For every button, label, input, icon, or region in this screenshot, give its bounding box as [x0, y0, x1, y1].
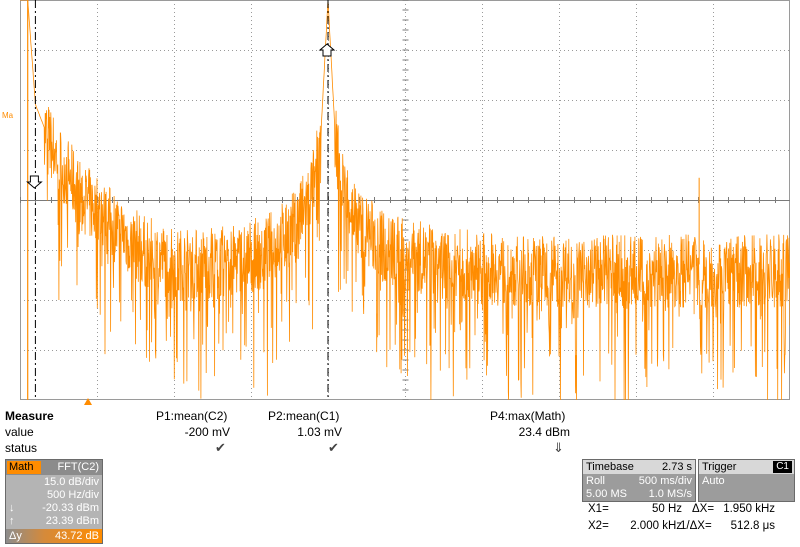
cursor-x2-label: X2= [588, 520, 609, 532]
cursor-x1-down-arrow-icon [26, 175, 43, 189]
trigger-header [699, 460, 794, 474]
timebase-per-div: 500 ms/div [638, 475, 692, 487]
timebase-samples: 5.00 MS [586, 488, 627, 500]
delta-y-value: 43.72 dB [54, 530, 99, 542]
delta-y-label: Δy [9, 530, 22, 542]
measure-p4-status-arrow-icon: ⇓ [553, 440, 564, 455]
timebase-sample-rate: 1.0 MS/s [648, 488, 692, 500]
measure-p2-header[interactable]: P2:mean(C1) [268, 409, 340, 423]
measure-row-value-label: value [5, 425, 34, 439]
cursor-x2-value: 2.000 kHz [630, 520, 682, 532]
timebase-duration: 2.73 s [662, 461, 692, 473]
cursor-dx-label: ΔX= [692, 503, 715, 515]
trigger-label: Trigger [702, 461, 737, 473]
math-channel-marker[interactable]: Ma [2, 111, 14, 120]
cursor-x1-value: 50 Hz [651, 503, 682, 515]
math-descriptor-panel[interactable]: Math FFT(C2) 15.0 dB/div 500 Hz/div ↓ -2… [5, 459, 103, 544]
measure-p1-status-check-icon: ✔ [215, 440, 226, 455]
measure-row-status-label: status [5, 441, 38, 455]
trigger-position-marker[interactable] [84, 398, 92, 405]
math-vertical-scale: 15.0 dB/div [43, 476, 99, 488]
trigger-panel[interactable]: Trigger C1 Auto [698, 459, 795, 502]
cursor-x1-label: X1= [588, 503, 609, 515]
waveform-grid [20, 0, 790, 400]
measure-p2-status-check-icon: ✔ [328, 440, 339, 455]
cursor-dx-value: 1.950 kHz [723, 503, 775, 515]
timebase-panel[interactable]: Timebase 2.73 s Roll 500 ms/div 5.00 MS … [582, 459, 696, 502]
measure-title[interactable]: Measure [5, 409, 54, 423]
trigger-channel-badge: C1 [773, 461, 792, 473]
cursor-inv-dx-label: 1/ΔX= [680, 520, 712, 532]
trigger-mode: Auto [702, 475, 725, 487]
timebase-header [583, 460, 695, 474]
cursor-y1-value: -20.33 dBm [42, 502, 99, 514]
timebase-mode: Roll [586, 475, 605, 487]
measure-p1-header[interactable]: P1:mean(C2) [156, 409, 228, 423]
math-source: FFT(C2) [57, 461, 99, 473]
cursor-down-arrow-icon: ↓ [9, 502, 15, 514]
cursor-inv-dx-value: 512.8 μs [730, 520, 775, 532]
measure-p4-header[interactable]: P4:max(Math) [490, 409, 566, 423]
fft-trace [20, 0, 790, 400]
math-horizontal-scale: 500 Hz/div [47, 489, 99, 501]
cursor-y2-value: 23.39 dBm [45, 515, 99, 527]
timebase-label: Timebase [586, 461, 634, 473]
cursor-up-arrow-icon: ↑ [9, 515, 15, 527]
math-tag[interactable]: Math [7, 461, 41, 474]
math-delta-y-bar [6, 529, 102, 543]
waveform-display[interactable] [20, 0, 790, 400]
cursor-x2-up-arrow-icon [318, 43, 336, 57]
measure-p4-value: 23.4 dBm [518, 425, 570, 439]
measure-p1-value: -200 mV [184, 425, 230, 439]
measure-p2-value: 1.03 mV [297, 425, 342, 439]
